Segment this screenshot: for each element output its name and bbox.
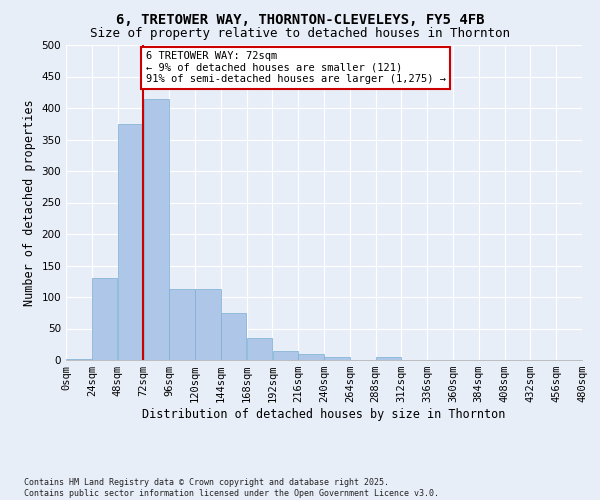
Text: 6, TRETOWER WAY, THORNTON-CLEVELEYS, FY5 4FB: 6, TRETOWER WAY, THORNTON-CLEVELEYS, FY5… bbox=[116, 12, 484, 26]
Y-axis label: Number of detached properties: Number of detached properties bbox=[23, 99, 36, 306]
X-axis label: Distribution of detached houses by size in Thornton: Distribution of detached houses by size … bbox=[142, 408, 506, 421]
Bar bbox=[324, 357, 350, 360]
Text: 6 TRETOWER WAY: 72sqm
← 9% of detached houses are smaller (121)
91% of semi-deta: 6 TRETOWER WAY: 72sqm ← 9% of detached h… bbox=[146, 52, 446, 84]
Bar bbox=[66, 358, 92, 360]
Bar bbox=[376, 357, 401, 360]
Bar bbox=[169, 289, 195, 360]
Text: Size of property relative to detached houses in Thornton: Size of property relative to detached ho… bbox=[90, 28, 510, 40]
Bar bbox=[298, 354, 324, 360]
Bar bbox=[143, 98, 169, 360]
Text: Contains HM Land Registry data © Crown copyright and database right 2025.
Contai: Contains HM Land Registry data © Crown c… bbox=[24, 478, 439, 498]
Bar bbox=[221, 313, 247, 360]
Bar bbox=[195, 289, 221, 360]
Bar bbox=[272, 350, 298, 360]
Bar bbox=[118, 124, 143, 360]
Bar bbox=[247, 338, 272, 360]
Bar bbox=[92, 278, 118, 360]
